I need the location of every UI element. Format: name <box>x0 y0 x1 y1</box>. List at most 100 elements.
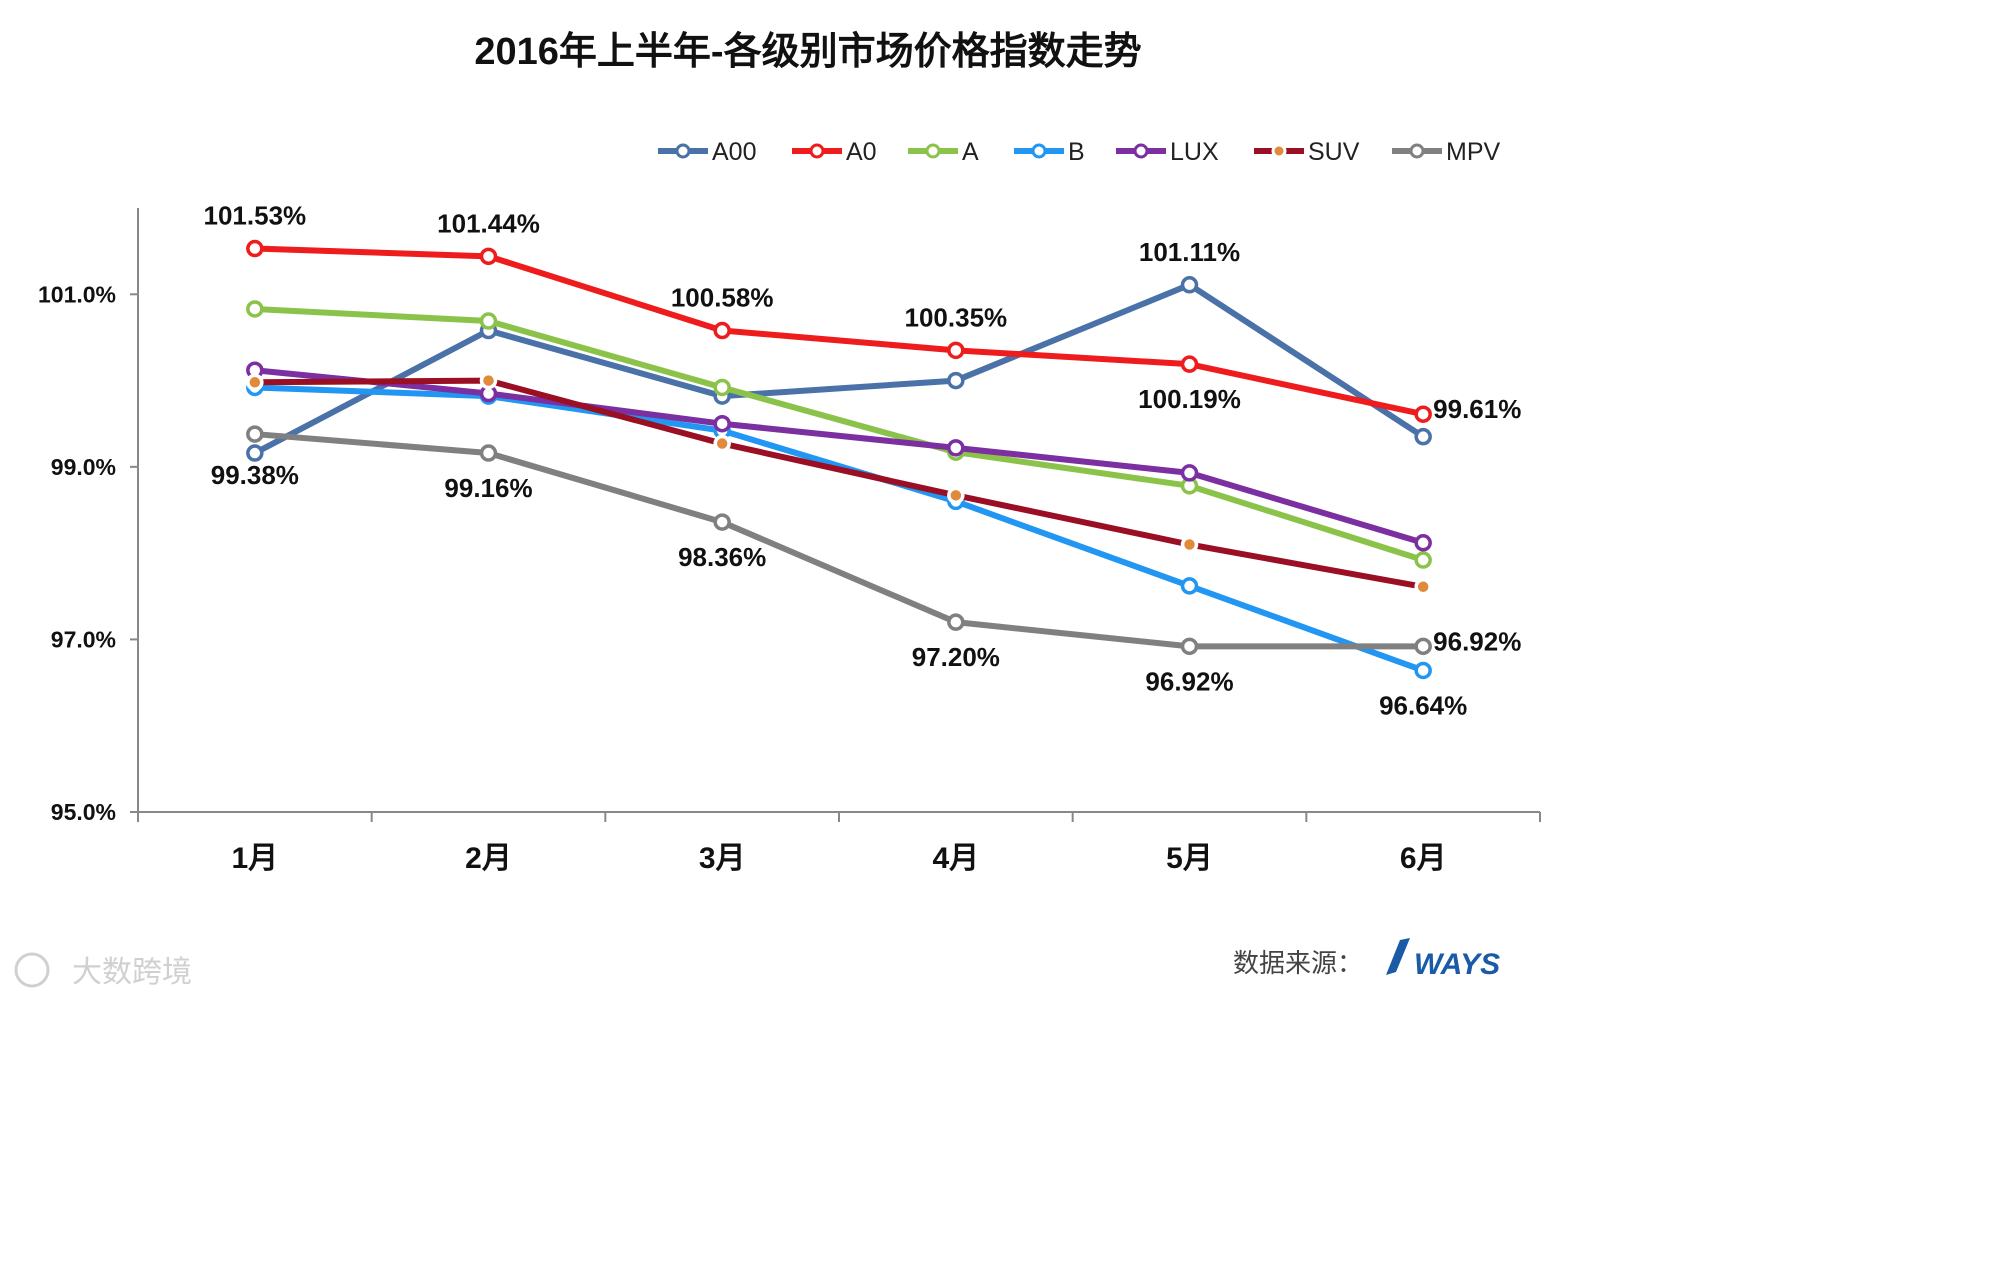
y-tick-label: 95.0% <box>51 799 116 825</box>
data-point-a0 <box>479 247 498 266</box>
watermark-text: 大数跨境 <box>72 956 192 989</box>
legend-item-a00: A00 <box>658 138 756 166</box>
x-tick-label: 3月 <box>699 842 746 875</box>
data-point-lux <box>713 414 731 433</box>
data-label: 101.53% <box>204 201 307 231</box>
legend-marker <box>1409 143 1425 159</box>
data-point-suv <box>947 486 965 505</box>
series-a0 <box>246 239 1432 423</box>
x-tick-label: 1月 <box>231 842 278 875</box>
legend-item-a: A <box>908 138 979 166</box>
data-point-a0 <box>713 321 731 340</box>
watermark-icon <box>14 952 50 988</box>
data-point-lux <box>1414 534 1432 552</box>
series-a00 <box>246 276 1432 462</box>
series-b <box>246 378 1432 680</box>
data-point-mpv <box>1180 637 1199 656</box>
data-label: 100.35% <box>905 302 1008 332</box>
data-point-a <box>246 300 264 318</box>
y-tick-label: 101.0% <box>38 281 116 307</box>
legend-marker <box>809 143 825 159</box>
series-line-lux <box>251 367 1427 546</box>
series-line-mpv <box>251 431 1427 650</box>
data-label: 101.11% <box>1139 237 1240 267</box>
source-label: 数据来源： <box>1233 948 1363 978</box>
legend-label: SUV <box>1308 138 1360 166</box>
data-point-a <box>713 378 731 397</box>
data-point-lux <box>1180 464 1199 482</box>
data-label: 96.64% <box>1379 690 1467 720</box>
data-label: 99.61% <box>1433 394 1521 424</box>
data-point-lux <box>947 439 965 457</box>
data-label: 100.19% <box>1138 384 1241 414</box>
legend-item-lux: LUX <box>1116 138 1219 166</box>
data-label: 99.16% <box>444 473 532 503</box>
data-point-mpv <box>713 513 731 531</box>
legend-marker <box>925 143 941 159</box>
x-tick-label: 4月 <box>932 842 979 875</box>
data-label: 100.58% <box>671 283 774 313</box>
data-label: 98.36% <box>678 542 766 572</box>
legend-marker <box>675 143 691 159</box>
data-point-mpv <box>246 425 264 443</box>
data-point-suv <box>246 373 264 392</box>
watermark: 大数跨境 <box>14 952 192 989</box>
legend-item-a0: A0 <box>792 138 877 166</box>
source-logo: WAYS <box>1414 948 1500 981</box>
data-point-a0 <box>1414 405 1432 423</box>
y-tick-label: 99.0% <box>51 454 116 480</box>
legend-label: A <box>962 138 979 166</box>
data-point-a00 <box>947 371 965 390</box>
data-point-mpv <box>479 444 498 462</box>
legend-marker <box>1271 143 1287 159</box>
y-tick-labels: 101.0% 99.0% 97.0% 95.0% <box>38 281 138 825</box>
data-label: 97.20% <box>912 642 1000 672</box>
legend: A00 A0 A B LUX SUV MPV <box>658 138 1501 166</box>
legend-label: A00 <box>712 138 756 166</box>
data-point-b <box>1180 577 1199 595</box>
data-label: 99.38% <box>211 460 299 490</box>
x-tick-label: 5月 <box>1166 842 1213 875</box>
series-line-a00 <box>251 281 1427 457</box>
data-point-a00 <box>1180 276 1199 294</box>
x-tick-labels: 1月 2月 3月 4月 5月 6月 <box>137 812 1541 875</box>
legend-label: B <box>1068 138 1085 166</box>
source-note: 数据来源： WAYS <box>1233 938 1500 981</box>
line-chart: 2016年上半年-各级别市场价格指数走势 A00 A0 A B LUX SUV MPV 10… <box>14 30 1541 989</box>
data-label: 96.92% <box>1433 626 1521 656</box>
y-tick-label: 97.0% <box>51 626 116 652</box>
data-point-suv <box>1414 578 1432 596</box>
series-line-a0 <box>251 245 1427 418</box>
data-point-a00 <box>1414 427 1432 446</box>
plot-area <box>246 239 1432 680</box>
series-suv <box>246 371 1432 596</box>
ways-logo-icon <box>1386 938 1410 975</box>
legend-item-mpv: MPV <box>1392 138 1501 166</box>
series-mpv <box>246 425 1432 656</box>
axes <box>137 208 1540 813</box>
legend-label: MPV <box>1446 138 1501 166</box>
series-line-suv <box>251 377 1427 590</box>
legend-label: A0 <box>846 138 877 166</box>
legend-item-b: B <box>1014 138 1085 166</box>
data-point-a <box>1414 551 1432 569</box>
series-lux <box>246 361 1432 552</box>
data-point-a0 <box>246 239 264 258</box>
legend-item-suv: SUV <box>1254 138 1360 166</box>
x-tick-label: 2月 <box>465 842 512 875</box>
data-point-suv <box>1180 535 1199 554</box>
data-point-a0 <box>1180 355 1199 373</box>
data-point-b <box>1414 661 1432 680</box>
data-point-a00 <box>246 444 264 462</box>
data-point-mpv <box>1414 637 1432 656</box>
data-label: 101.44% <box>437 208 540 238</box>
legend-marker <box>1031 143 1047 159</box>
series-line-a <box>251 305 1427 564</box>
data-label: 96.92% <box>1145 666 1233 696</box>
legend-label: LUX <box>1170 138 1219 166</box>
data-labels: 101.53% 101.44% 100.58% 100.35% 100.19% 99.61… <box>204 201 1522 721</box>
data-point-a0 <box>947 341 965 360</box>
x-tick-label: 6月 <box>1400 842 1447 875</box>
series-line-b <box>251 384 1427 674</box>
legend-marker <box>1133 143 1149 159</box>
